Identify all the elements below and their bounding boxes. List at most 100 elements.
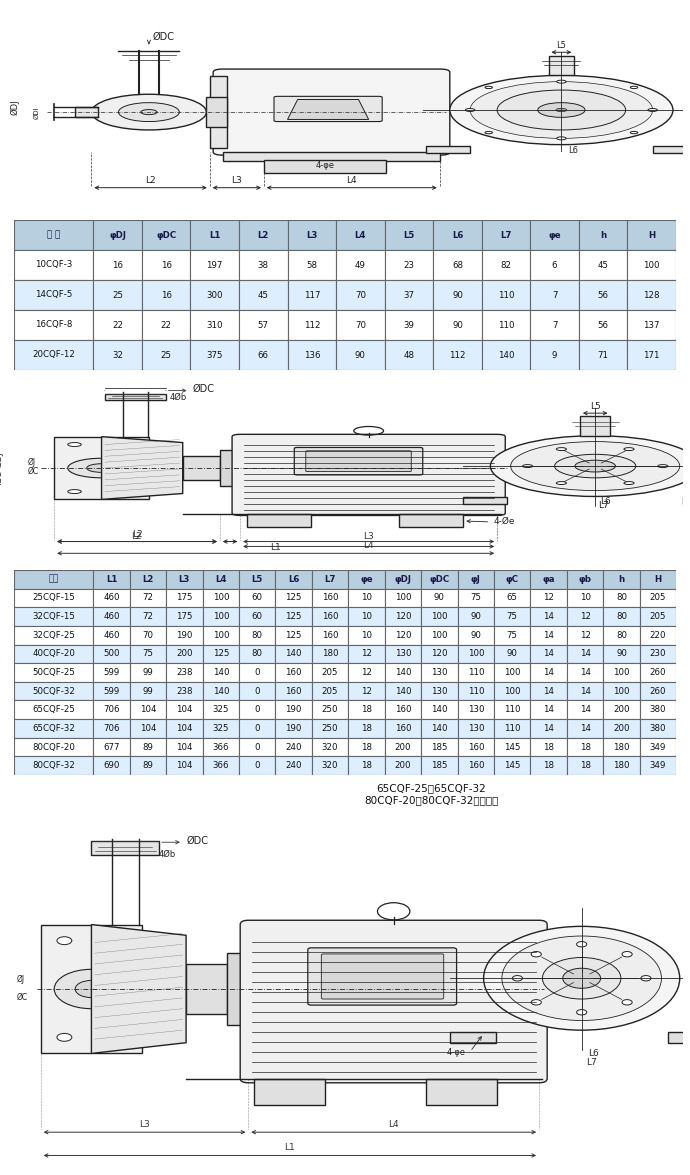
Text: 100: 100 bbox=[643, 261, 660, 269]
Text: 185: 185 bbox=[431, 743, 448, 752]
Text: 260: 260 bbox=[650, 686, 667, 696]
Bar bbox=[239, 663, 275, 682]
Bar bbox=[288, 250, 336, 280]
Bar bbox=[603, 700, 640, 719]
Circle shape bbox=[497, 90, 626, 130]
Text: 14: 14 bbox=[543, 612, 554, 622]
Text: L6: L6 bbox=[600, 497, 611, 505]
Bar bbox=[603, 570, 640, 589]
Circle shape bbox=[557, 136, 566, 140]
Text: 9: 9 bbox=[552, 350, 558, 360]
Text: 14: 14 bbox=[543, 631, 554, 639]
Bar bbox=[457, 757, 494, 776]
Text: 50CQF-32: 50CQF-32 bbox=[32, 686, 75, 696]
Bar bbox=[14, 700, 93, 719]
Bar bbox=[457, 607, 494, 626]
Bar bbox=[312, 757, 348, 776]
Bar bbox=[433, 280, 482, 310]
Text: 18: 18 bbox=[580, 761, 591, 770]
Bar bbox=[531, 757, 567, 776]
Bar bbox=[463, 497, 507, 504]
Bar bbox=[312, 645, 348, 663]
Bar bbox=[482, 280, 531, 310]
Bar bbox=[93, 310, 142, 340]
Bar bbox=[93, 607, 130, 626]
Text: 120: 120 bbox=[395, 631, 411, 639]
Bar bbox=[14, 626, 93, 645]
Text: 677: 677 bbox=[104, 743, 120, 752]
Bar bbox=[275, 589, 312, 607]
Bar bbox=[579, 280, 627, 310]
Circle shape bbox=[111, 936, 126, 945]
Circle shape bbox=[465, 108, 475, 112]
Text: 68: 68 bbox=[452, 261, 463, 269]
Bar bbox=[603, 589, 640, 607]
Bar bbox=[567, 589, 603, 607]
Bar bbox=[384, 310, 433, 340]
FancyBboxPatch shape bbox=[294, 448, 423, 475]
Text: L6: L6 bbox=[569, 146, 578, 155]
Bar bbox=[275, 757, 312, 776]
Text: 65CQF-25: 65CQF-25 bbox=[32, 705, 75, 714]
Bar bbox=[203, 738, 239, 757]
Bar bbox=[457, 645, 494, 663]
Bar bbox=[426, 146, 470, 153]
Text: L4: L4 bbox=[364, 542, 374, 550]
Bar bbox=[384, 340, 433, 370]
Bar bbox=[457, 682, 494, 700]
Text: L2: L2 bbox=[142, 575, 154, 584]
Bar bbox=[14, 757, 93, 776]
Bar bbox=[190, 220, 239, 250]
Bar bbox=[603, 682, 640, 700]
Circle shape bbox=[91, 94, 206, 130]
FancyBboxPatch shape bbox=[308, 948, 457, 1005]
Bar bbox=[433, 250, 482, 280]
Text: ØJ: ØJ bbox=[27, 458, 35, 468]
Text: φC: φC bbox=[506, 575, 519, 584]
Text: φDJ: φDJ bbox=[109, 230, 126, 240]
Bar bbox=[166, 570, 203, 589]
Bar bbox=[426, 1079, 497, 1106]
Text: 130: 130 bbox=[431, 686, 448, 696]
Bar bbox=[384, 220, 433, 250]
Bar bbox=[14, 607, 93, 626]
Bar bbox=[385, 607, 421, 626]
Bar bbox=[336, 280, 384, 310]
Text: 160: 160 bbox=[286, 686, 302, 696]
Text: 380: 380 bbox=[650, 724, 667, 733]
Bar bbox=[494, 682, 531, 700]
Bar bbox=[531, 220, 579, 250]
Bar bbox=[336, 340, 384, 370]
Bar bbox=[531, 645, 567, 663]
Bar bbox=[531, 682, 567, 700]
Text: 80: 80 bbox=[616, 593, 627, 603]
Text: 140: 140 bbox=[395, 669, 411, 677]
Bar bbox=[239, 340, 288, 370]
Circle shape bbox=[531, 952, 542, 956]
Text: 71: 71 bbox=[598, 350, 609, 360]
Text: 197: 197 bbox=[206, 261, 223, 269]
Bar bbox=[384, 280, 433, 310]
Bar bbox=[93, 220, 142, 250]
Bar bbox=[348, 700, 385, 719]
Text: 185: 185 bbox=[431, 761, 448, 770]
Bar bbox=[421, 626, 457, 645]
Bar bbox=[130, 682, 166, 700]
Bar bbox=[385, 757, 421, 776]
Text: ØDl: ØDl bbox=[34, 107, 40, 119]
Bar bbox=[275, 663, 312, 682]
Text: L7: L7 bbox=[324, 575, 336, 584]
Bar bbox=[567, 570, 603, 589]
Text: 4Øb: 4Øb bbox=[169, 392, 186, 402]
Circle shape bbox=[624, 482, 634, 484]
Text: 100: 100 bbox=[213, 593, 229, 603]
Text: 120: 120 bbox=[431, 650, 448, 658]
Text: 0: 0 bbox=[255, 686, 260, 696]
Text: 140: 140 bbox=[213, 686, 229, 696]
Bar bbox=[312, 700, 348, 719]
FancyBboxPatch shape bbox=[274, 96, 382, 121]
Bar bbox=[579, 220, 627, 250]
Circle shape bbox=[502, 936, 662, 1021]
Text: 599: 599 bbox=[104, 669, 119, 677]
Bar bbox=[14, 280, 93, 310]
